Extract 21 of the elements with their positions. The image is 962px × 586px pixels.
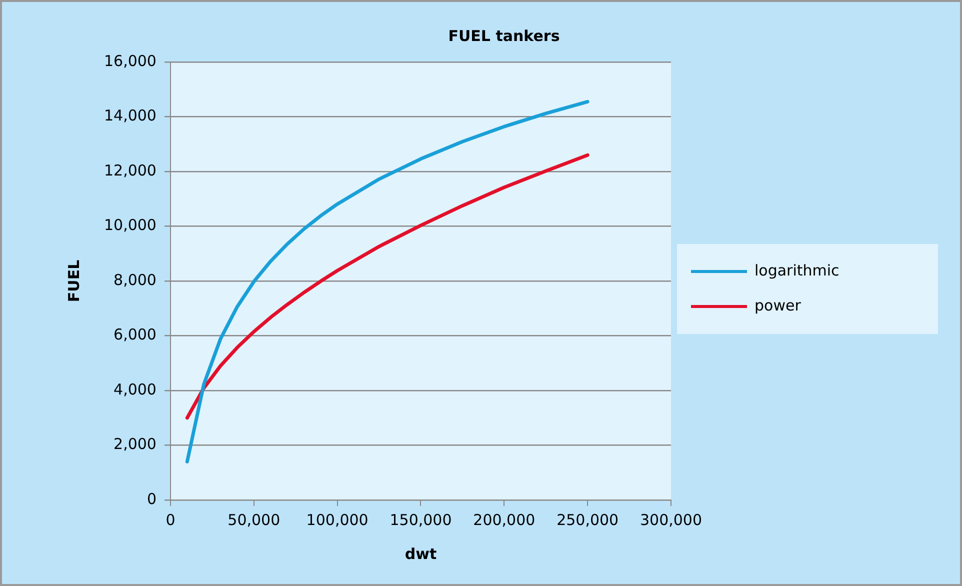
- chart-title: FUEL tankers: [448, 26, 560, 45]
- y-tick-label: 16,000: [104, 52, 156, 70]
- x-tick-label: 100,000: [306, 510, 368, 529]
- x-axis-title: dwt: [404, 544, 437, 563]
- y-tick-label: 6,000: [114, 326, 156, 344]
- y-tick-label: 4,000: [114, 380, 156, 398]
- y-tick-label: 10,000: [104, 216, 156, 234]
- x-tick-label: 200,000: [473, 510, 536, 529]
- y-axis-title: FUEL: [64, 259, 83, 302]
- legend-label: power: [754, 296, 802, 314]
- x-tick-label: 50,000: [228, 510, 280, 529]
- x-tick-label: 150,000: [390, 510, 452, 529]
- legend-label: logarithmic: [754, 261, 840, 280]
- y-tick-label: 12,000: [104, 161, 156, 180]
- y-tick-label: 2,000: [114, 435, 156, 454]
- x-tick-label: 250,000: [556, 510, 619, 529]
- x-tick-label: 0: [166, 510, 176, 529]
- y-tick-label: 14,000: [104, 106, 156, 125]
- x-tick-label: 300,000: [640, 510, 702, 529]
- y-tick-label: 8,000: [114, 270, 156, 289]
- y-tick-label: 0: [146, 490, 156, 508]
